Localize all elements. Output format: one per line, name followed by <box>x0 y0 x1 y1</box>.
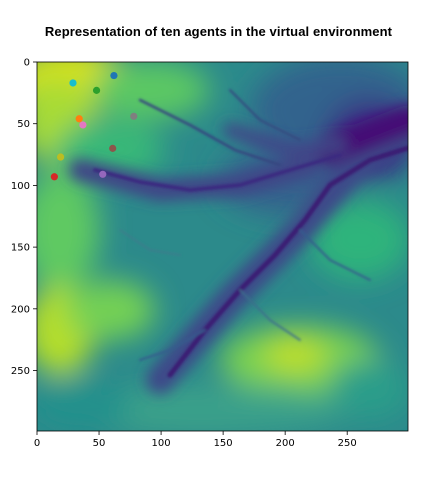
axes-frame <box>36 61 409 432</box>
x-tick-label: 200 <box>276 438 295 449</box>
x-tick-label: 0 <box>34 438 40 449</box>
x-tick-label: 100 <box>152 438 171 449</box>
y-tick-label: 150 <box>11 243 30 254</box>
y-axis-ticks: 0 50 100 150 200 250 <box>11 58 37 377</box>
plot-border <box>36 61 409 432</box>
y-tick-label: 250 <box>11 366 30 377</box>
x-tick-label: 50 <box>93 438 106 449</box>
heatmap-terrain <box>37 62 408 431</box>
agent-point <box>130 112 138 120</box>
agent-point <box>99 170 107 178</box>
x-axis-ticks: 0 50 100 150 200 250 <box>34 431 357 449</box>
agent-point <box>110 71 118 80</box>
agent-point <box>50 173 58 181</box>
agent-points <box>50 71 138 181</box>
y-tick-label: 50 <box>17 119 30 130</box>
agent-point <box>75 115 83 123</box>
y-tick-label: 0 <box>24 58 30 69</box>
y-tick-label: 100 <box>11 181 30 192</box>
y-tick-label: 200 <box>11 304 30 315</box>
agent-point <box>92 86 101 94</box>
x-tick-label: 150 <box>214 438 233 449</box>
agent-point <box>56 153 65 161</box>
chart-title: Representation of ten agents in the virt… <box>44 24 393 39</box>
agent-point <box>69 79 77 87</box>
agent-point <box>79 121 87 129</box>
x-tick-label: 250 <box>338 438 357 449</box>
agent-point <box>109 144 117 152</box>
